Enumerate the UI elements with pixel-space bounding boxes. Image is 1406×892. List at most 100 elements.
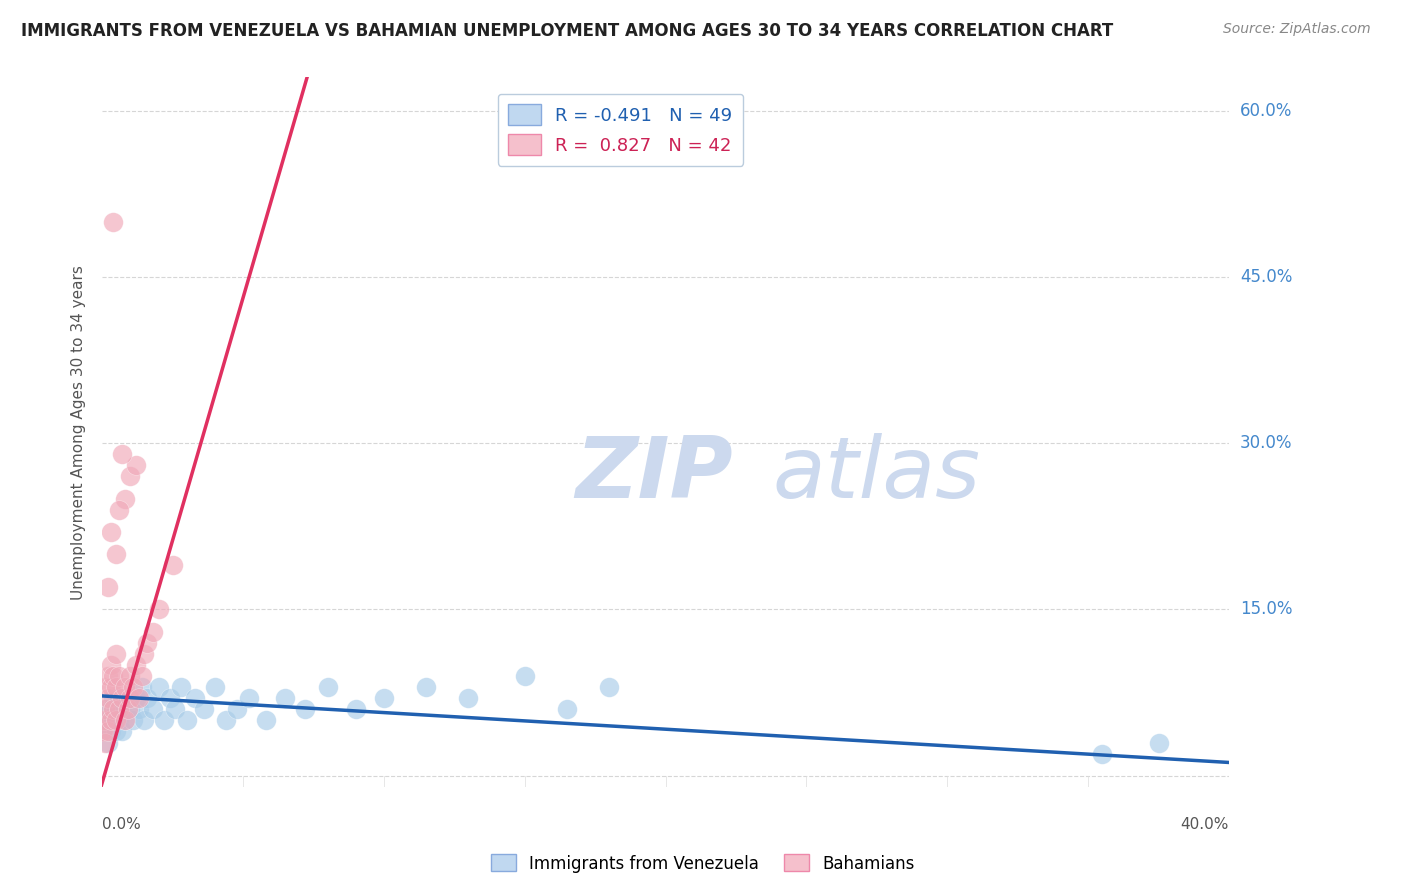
Point (94, 724, 117, 739)
Text: 0.0%: 0.0% (103, 817, 141, 832)
Point (555, 702, 578, 716)
Point (103, 214, 125, 228)
Text: IMMIGRANTS FROM VENEZUELA VS BAHAMIAN UNEMPLOYMENT AMONG AGES 30 TO 34 YEARS COR: IMMIGRANTS FROM VENEZUELA VS BAHAMIAN UN… (21, 22, 1114, 40)
Point (120, 669, 142, 683)
Point (134, 647, 156, 661)
Point (215, 714, 238, 728)
Point (148, 680, 170, 694)
Y-axis label: Unemployment Among Ages 30 to 34 years: Unemployment Among Ages 30 to 34 years (72, 265, 86, 599)
Point (128, 702, 150, 716)
Point (111, 447, 134, 461)
Point (1147, 735, 1170, 749)
Point (162, 558, 184, 573)
Text: 15.0%: 15.0% (1240, 600, 1292, 618)
Point (114, 714, 136, 728)
Point (184, 691, 207, 706)
Point (97, 714, 120, 728)
Point (131, 680, 153, 694)
Text: ZIP: ZIP (575, 434, 733, 516)
Point (108, 714, 131, 728)
Point (226, 702, 249, 716)
Legend: R = -0.491   N = 49, R =  0.827   N = 42: R = -0.491 N = 49, R = 0.827 N = 42 (498, 94, 744, 166)
Point (125, 458, 148, 473)
Point (103, 691, 125, 706)
Point (97, 669, 120, 683)
Point (105, 547, 128, 561)
Point (254, 714, 277, 728)
Point (153, 714, 176, 728)
Point (97, 691, 120, 706)
Point (131, 669, 153, 683)
Point (513, 669, 536, 683)
Point (134, 714, 156, 728)
Point (176, 714, 198, 728)
Text: 30.0%: 30.0% (1240, 434, 1292, 452)
Point (598, 680, 620, 694)
Point (94, 680, 117, 694)
Point (108, 691, 131, 706)
Text: Source: ZipAtlas.com: Source: ZipAtlas.com (1223, 22, 1371, 37)
Point (105, 702, 128, 716)
Point (103, 714, 125, 728)
Point (93, 714, 115, 728)
Point (94, 702, 117, 716)
Point (316, 680, 339, 694)
Point (100, 724, 122, 739)
Point (105, 647, 128, 661)
Point (111, 724, 134, 739)
Point (120, 702, 142, 716)
Point (122, 714, 145, 728)
Point (274, 691, 297, 706)
Point (97, 735, 120, 749)
Point (125, 657, 148, 672)
Point (125, 691, 148, 706)
Point (204, 680, 226, 694)
Point (122, 680, 145, 694)
Point (170, 680, 193, 694)
Point (238, 691, 260, 706)
Point (193, 702, 215, 716)
Point (457, 691, 479, 706)
Point (165, 702, 187, 716)
Point (159, 691, 181, 706)
Text: atlas: atlas (773, 434, 980, 516)
Point (105, 724, 128, 739)
Point (114, 680, 136, 694)
Point (136, 691, 159, 706)
Point (117, 691, 139, 706)
Point (94, 735, 117, 749)
Point (100, 680, 122, 694)
Point (128, 691, 150, 706)
Point (100, 714, 122, 728)
Point (111, 702, 134, 716)
Point (373, 691, 395, 706)
Legend: Immigrants from Venezuela, Bahamians: Immigrants from Venezuela, Bahamians (485, 847, 921, 880)
Point (97, 724, 120, 739)
Point (415, 680, 437, 694)
Point (108, 702, 131, 716)
Text: 40.0%: 40.0% (1181, 817, 1229, 832)
Point (105, 680, 128, 694)
Point (148, 602, 170, 616)
Text: 45.0%: 45.0% (1240, 268, 1292, 286)
Point (142, 624, 165, 639)
Point (142, 702, 165, 716)
Point (344, 702, 367, 716)
Point (294, 702, 316, 716)
Text: 60.0%: 60.0% (1240, 102, 1292, 120)
Point (114, 491, 136, 506)
Point (100, 657, 122, 672)
Point (91, 724, 114, 739)
Point (111, 691, 134, 706)
Point (97, 580, 120, 594)
Point (100, 524, 122, 539)
Point (117, 702, 139, 716)
Point (103, 702, 125, 716)
Point (108, 502, 131, 516)
Point (100, 702, 122, 716)
Point (136, 636, 159, 650)
Point (114, 714, 136, 728)
Point (108, 669, 131, 683)
Point (120, 469, 142, 483)
Point (103, 669, 125, 683)
